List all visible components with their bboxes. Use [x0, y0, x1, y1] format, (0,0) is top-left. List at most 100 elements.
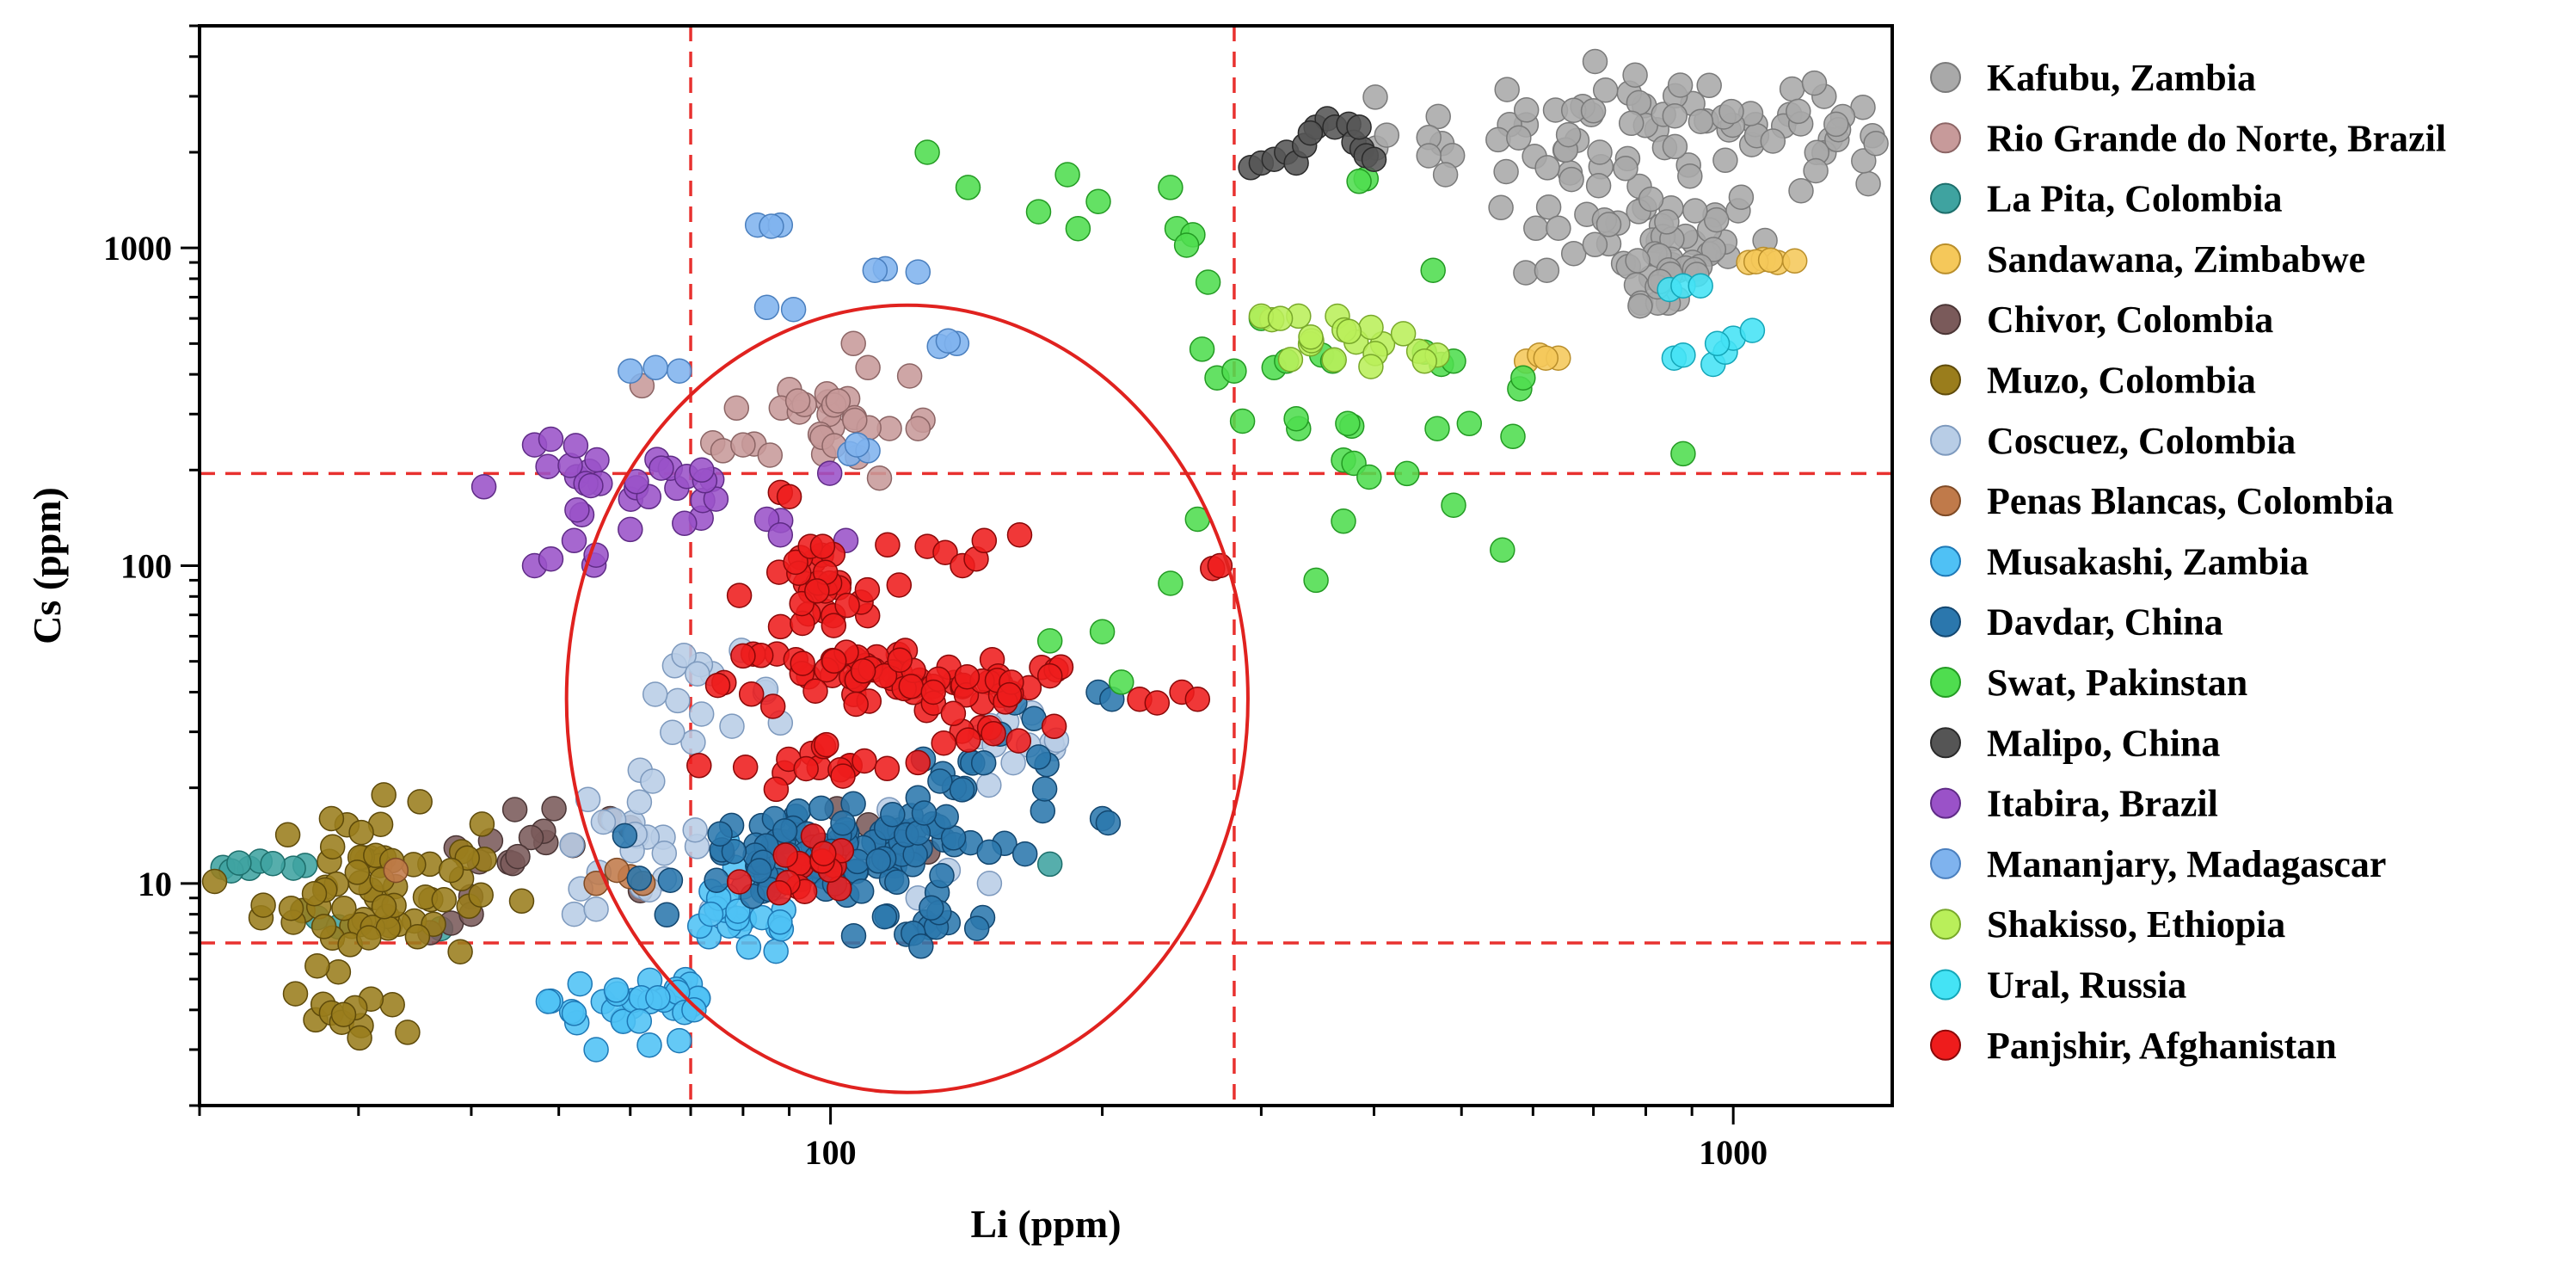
data-point	[590, 809, 617, 835]
data-point	[851, 748, 877, 774]
data-point	[383, 857, 409, 884]
data-point	[1036, 851, 1063, 878]
data-point	[898, 674, 925, 699]
data-point	[855, 354, 881, 381]
data-point	[949, 777, 975, 803]
legend-label: Mananjary, Madagascar	[1987, 843, 2386, 885]
data-point	[1356, 464, 1382, 490]
data-point	[667, 358, 692, 384]
data-point	[886, 572, 913, 598]
data-point	[698, 901, 724, 927]
data-point	[825, 388, 851, 414]
data-point	[505, 843, 531, 870]
data-point	[278, 895, 304, 921]
data-point	[583, 896, 609, 922]
data-point	[671, 643, 697, 668]
data-point	[567, 970, 593, 997]
data-point	[371, 782, 397, 808]
series-panjshir-afghanistan	[686, 479, 1233, 906]
x-axis-ticks: 100 1000	[198, 1106, 1768, 1172]
legend-item: Chivor, Colombia	[1930, 299, 2273, 341]
y-axis-title: Cs (ppm)	[25, 487, 69, 644]
data-point	[834, 592, 860, 619]
data-point	[854, 576, 881, 603]
data-point	[250, 892, 276, 918]
legend-label: Muzo, Colombia	[1987, 360, 2256, 402]
legend-label: Davdar, China	[1987, 601, 2223, 644]
series-shakisso-ethiopia	[1248, 303, 1450, 379]
data-point	[1441, 492, 1466, 518]
data-point	[304, 952, 330, 979]
data-point	[753, 294, 780, 321]
data-point	[875, 532, 901, 558]
data-point	[996, 681, 1023, 708]
data-point	[686, 753, 712, 779]
legend-label: Chivor, Colombia	[1987, 299, 2273, 341]
data-point	[612, 822, 638, 849]
data-point	[348, 819, 374, 846]
data-point	[726, 869, 753, 895]
data-point	[1331, 508, 1356, 534]
data-point	[1030, 798, 1056, 824]
data-point	[1277, 347, 1304, 373]
data-point	[905, 259, 931, 285]
data-point	[767, 613, 794, 640]
data-point	[642, 681, 668, 707]
x-axis-title: Li (ppm)	[970, 1202, 1121, 1246]
data-point	[802, 678, 828, 704]
y-tick-label: 10	[138, 865, 172, 903]
data-point	[688, 701, 715, 727]
data-points	[201, 48, 1889, 1063]
data-point	[1374, 122, 1400, 148]
data-point	[660, 719, 685, 746]
data-point	[1267, 305, 1294, 331]
legend-marker	[1930, 606, 1961, 638]
data-point	[501, 797, 528, 822]
data-point	[1184, 686, 1211, 712]
data-point	[535, 989, 562, 1014]
data-point	[318, 805, 345, 832]
data-point	[908, 933, 934, 959]
legend-marker	[1930, 243, 1961, 274]
legend-marker	[1930, 122, 1961, 154]
data-point	[1005, 728, 1032, 754]
legend-item: Coscuez, Colombia	[1930, 420, 2296, 462]
data-point	[759, 693, 786, 719]
data-point	[651, 840, 678, 866]
legend-marker	[1930, 485, 1961, 517]
data-point	[911, 800, 938, 826]
data-point	[1580, 98, 1607, 124]
data-point	[887, 647, 913, 673]
data-point	[703, 486, 729, 512]
data-point	[226, 850, 252, 876]
data-point	[1195, 269, 1221, 295]
data-point	[850, 658, 876, 684]
data-point	[1582, 231, 1608, 258]
data-point	[808, 795, 834, 822]
data-point	[1065, 215, 1091, 242]
data-point	[1283, 405, 1309, 432]
data-point	[840, 922, 867, 949]
data-point	[1534, 155, 1560, 181]
series-itabira-brazil	[470, 426, 859, 579]
data-point	[1158, 570, 1183, 596]
series-malipo-china	[1238, 106, 1387, 181]
y-axis-ticks: 10 100 1000	[103, 24, 200, 1107]
data-point	[636, 1032, 662, 1058]
data-point	[1704, 330, 1731, 357]
data-point	[816, 460, 843, 486]
data-point	[783, 549, 808, 576]
data-point	[518, 824, 544, 851]
data-point	[538, 426, 564, 453]
legend-marker	[1930, 62, 1961, 93]
data-point	[626, 866, 653, 891]
data-point	[1662, 133, 1688, 160]
data-point	[1411, 348, 1437, 374]
data-point	[1336, 318, 1362, 345]
data-point	[704, 672, 731, 699]
data-point	[772, 842, 798, 868]
data-point	[1823, 111, 1849, 138]
series-muzo-colombia	[201, 782, 535, 1051]
data-point	[561, 1001, 587, 1026]
data-point	[707, 821, 733, 847]
